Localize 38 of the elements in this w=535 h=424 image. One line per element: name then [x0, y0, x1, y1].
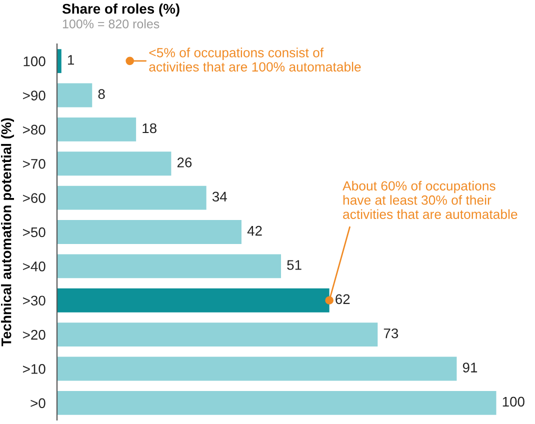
data-label: 51 — [287, 260, 302, 270]
annotation: <5% of occupations consist of activities that are 100% automatable — [149, 48, 361, 72]
data-label: 62 — [336, 294, 350, 304]
data-label: 100 — [502, 396, 524, 407]
y-tick-label: >90 — [23, 90, 46, 100]
data-label: 8 — [98, 89, 105, 99]
y-axis-title: Technical automation potential (%) — [1, 118, 14, 346]
data-label: 18 — [142, 123, 156, 134]
bar — [57, 390, 496, 415]
data-label: 26 — [177, 158, 192, 168]
bar — [57, 186, 206, 210]
bar — [57, 220, 242, 244]
data-label: 1 — [68, 55, 74, 65]
chart-subtitle: 100% = 820 roles — [62, 19, 160, 28]
annotation: About 60% of occupations have at least 30% of their activities that are automatable — [342, 180, 518, 219]
y-tick-label: >0 — [30, 398, 46, 408]
y-tick-label: >20 — [23, 330, 46, 340]
data-label: 34 — [212, 192, 227, 202]
bar — [57, 288, 330, 312]
data-label: 73 — [384, 328, 398, 338]
data-label: 42 — [247, 226, 262, 236]
chart-title: Share of roles (%) — [62, 4, 180, 16]
y-tick-label: >10 — [23, 364, 46, 374]
bar — [57, 356, 457, 381]
bar — [57, 254, 282, 278]
bar — [57, 83, 92, 108]
bar — [57, 117, 136, 142]
bar — [57, 49, 62, 74]
y-tick-label: 100 — [24, 56, 46, 66]
y-tick-label: >30 — [23, 296, 46, 306]
y-tick-label: >60 — [23, 193, 46, 203]
y-tick-label: >70 — [23, 158, 46, 169]
y-tick-label: >40 — [23, 262, 46, 272]
data-label: 91 — [462, 362, 478, 372]
bar — [57, 322, 378, 347]
bar — [57, 152, 172, 176]
y-tick-label: >50 — [23, 227, 46, 238]
y-tick-label: >80 — [23, 124, 46, 135]
